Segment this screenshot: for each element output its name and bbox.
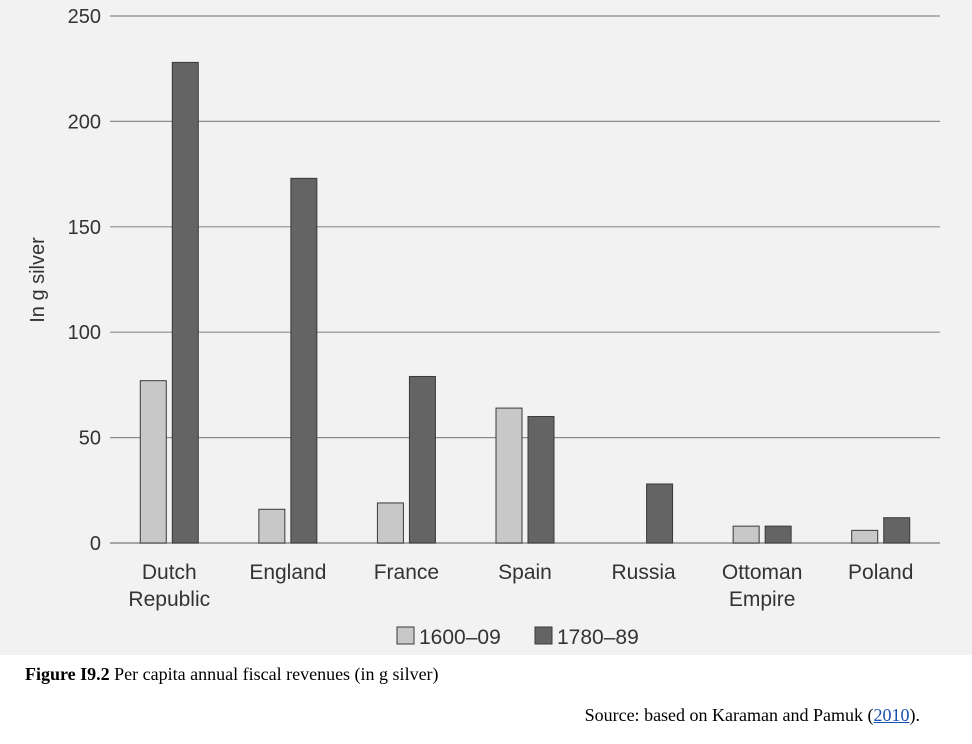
- bar-series1: [851, 529, 879, 544]
- bar-series2: [408, 375, 436, 544]
- bar-series2: [646, 483, 674, 544]
- bar-series2: [764, 525, 792, 544]
- bar-chart: 0 50 100 150 200 250 In g silver Dutch Republic E…: [27, 6, 940, 649]
- bar-series2: [883, 517, 911, 544]
- source-suffix: ).: [909, 705, 921, 725]
- legend-label: 1780–89: [557, 626, 639, 649]
- source-year-link[interactable]: 2010: [873, 705, 910, 725]
- source-prefix: Source: based on Karaman and Pamuk (: [584, 705, 874, 725]
- bar-series1: [732, 525, 760, 544]
- legend-swatch: [396, 626, 415, 645]
- y-axis-label: In g silver: [27, 237, 49, 323]
- x-tick-label: France: [374, 561, 439, 584]
- x-tick-label: England: [249, 561, 326, 584]
- x-tick-label: Spain: [498, 561, 552, 584]
- bar-series2: [527, 416, 555, 544]
- bar-series2: [290, 177, 318, 544]
- y-tick-label: 50: [79, 428, 101, 450]
- y-tick-label: 100: [68, 322, 101, 344]
- legend-swatch: [534, 626, 553, 645]
- figure-caption: Figure I9.2 Per capita annual fiscal rev…: [25, 664, 439, 685]
- source-note: Source: based on Karaman and Pamuk (2010…: [585, 705, 920, 726]
- bar-series2: [171, 61, 199, 544]
- x-tick-label: Dutch: [142, 561, 197, 584]
- figure-caption-text: Per capita annual fiscal revenues (in g …: [109, 664, 439, 684]
- bar-series1: [495, 407, 523, 544]
- legend-label: 1600–09: [419, 626, 501, 649]
- x-tick-label: Republic: [128, 588, 210, 611]
- x-tick-label: Empire: [729, 588, 796, 611]
- y-tick-label: 250: [68, 6, 101, 28]
- y-tick-label: 0: [90, 533, 101, 555]
- x-tick-label: Russia: [611, 561, 676, 584]
- x-tick-label: Ottoman: [722, 561, 803, 584]
- bar-series1: [139, 380, 167, 544]
- bar-series1: [258, 508, 286, 544]
- x-tick-label: Poland: [848, 561, 913, 584]
- bar-series1: [376, 502, 404, 544]
- chart-panel: 0 50 100 150 200 250 In g silver Dutch Republic E…: [0, 0, 972, 655]
- y-tick-label: 150: [68, 217, 101, 239]
- y-tick-label: 200: [68, 111, 101, 133]
- figure-label: Figure I9.2: [25, 664, 110, 684]
